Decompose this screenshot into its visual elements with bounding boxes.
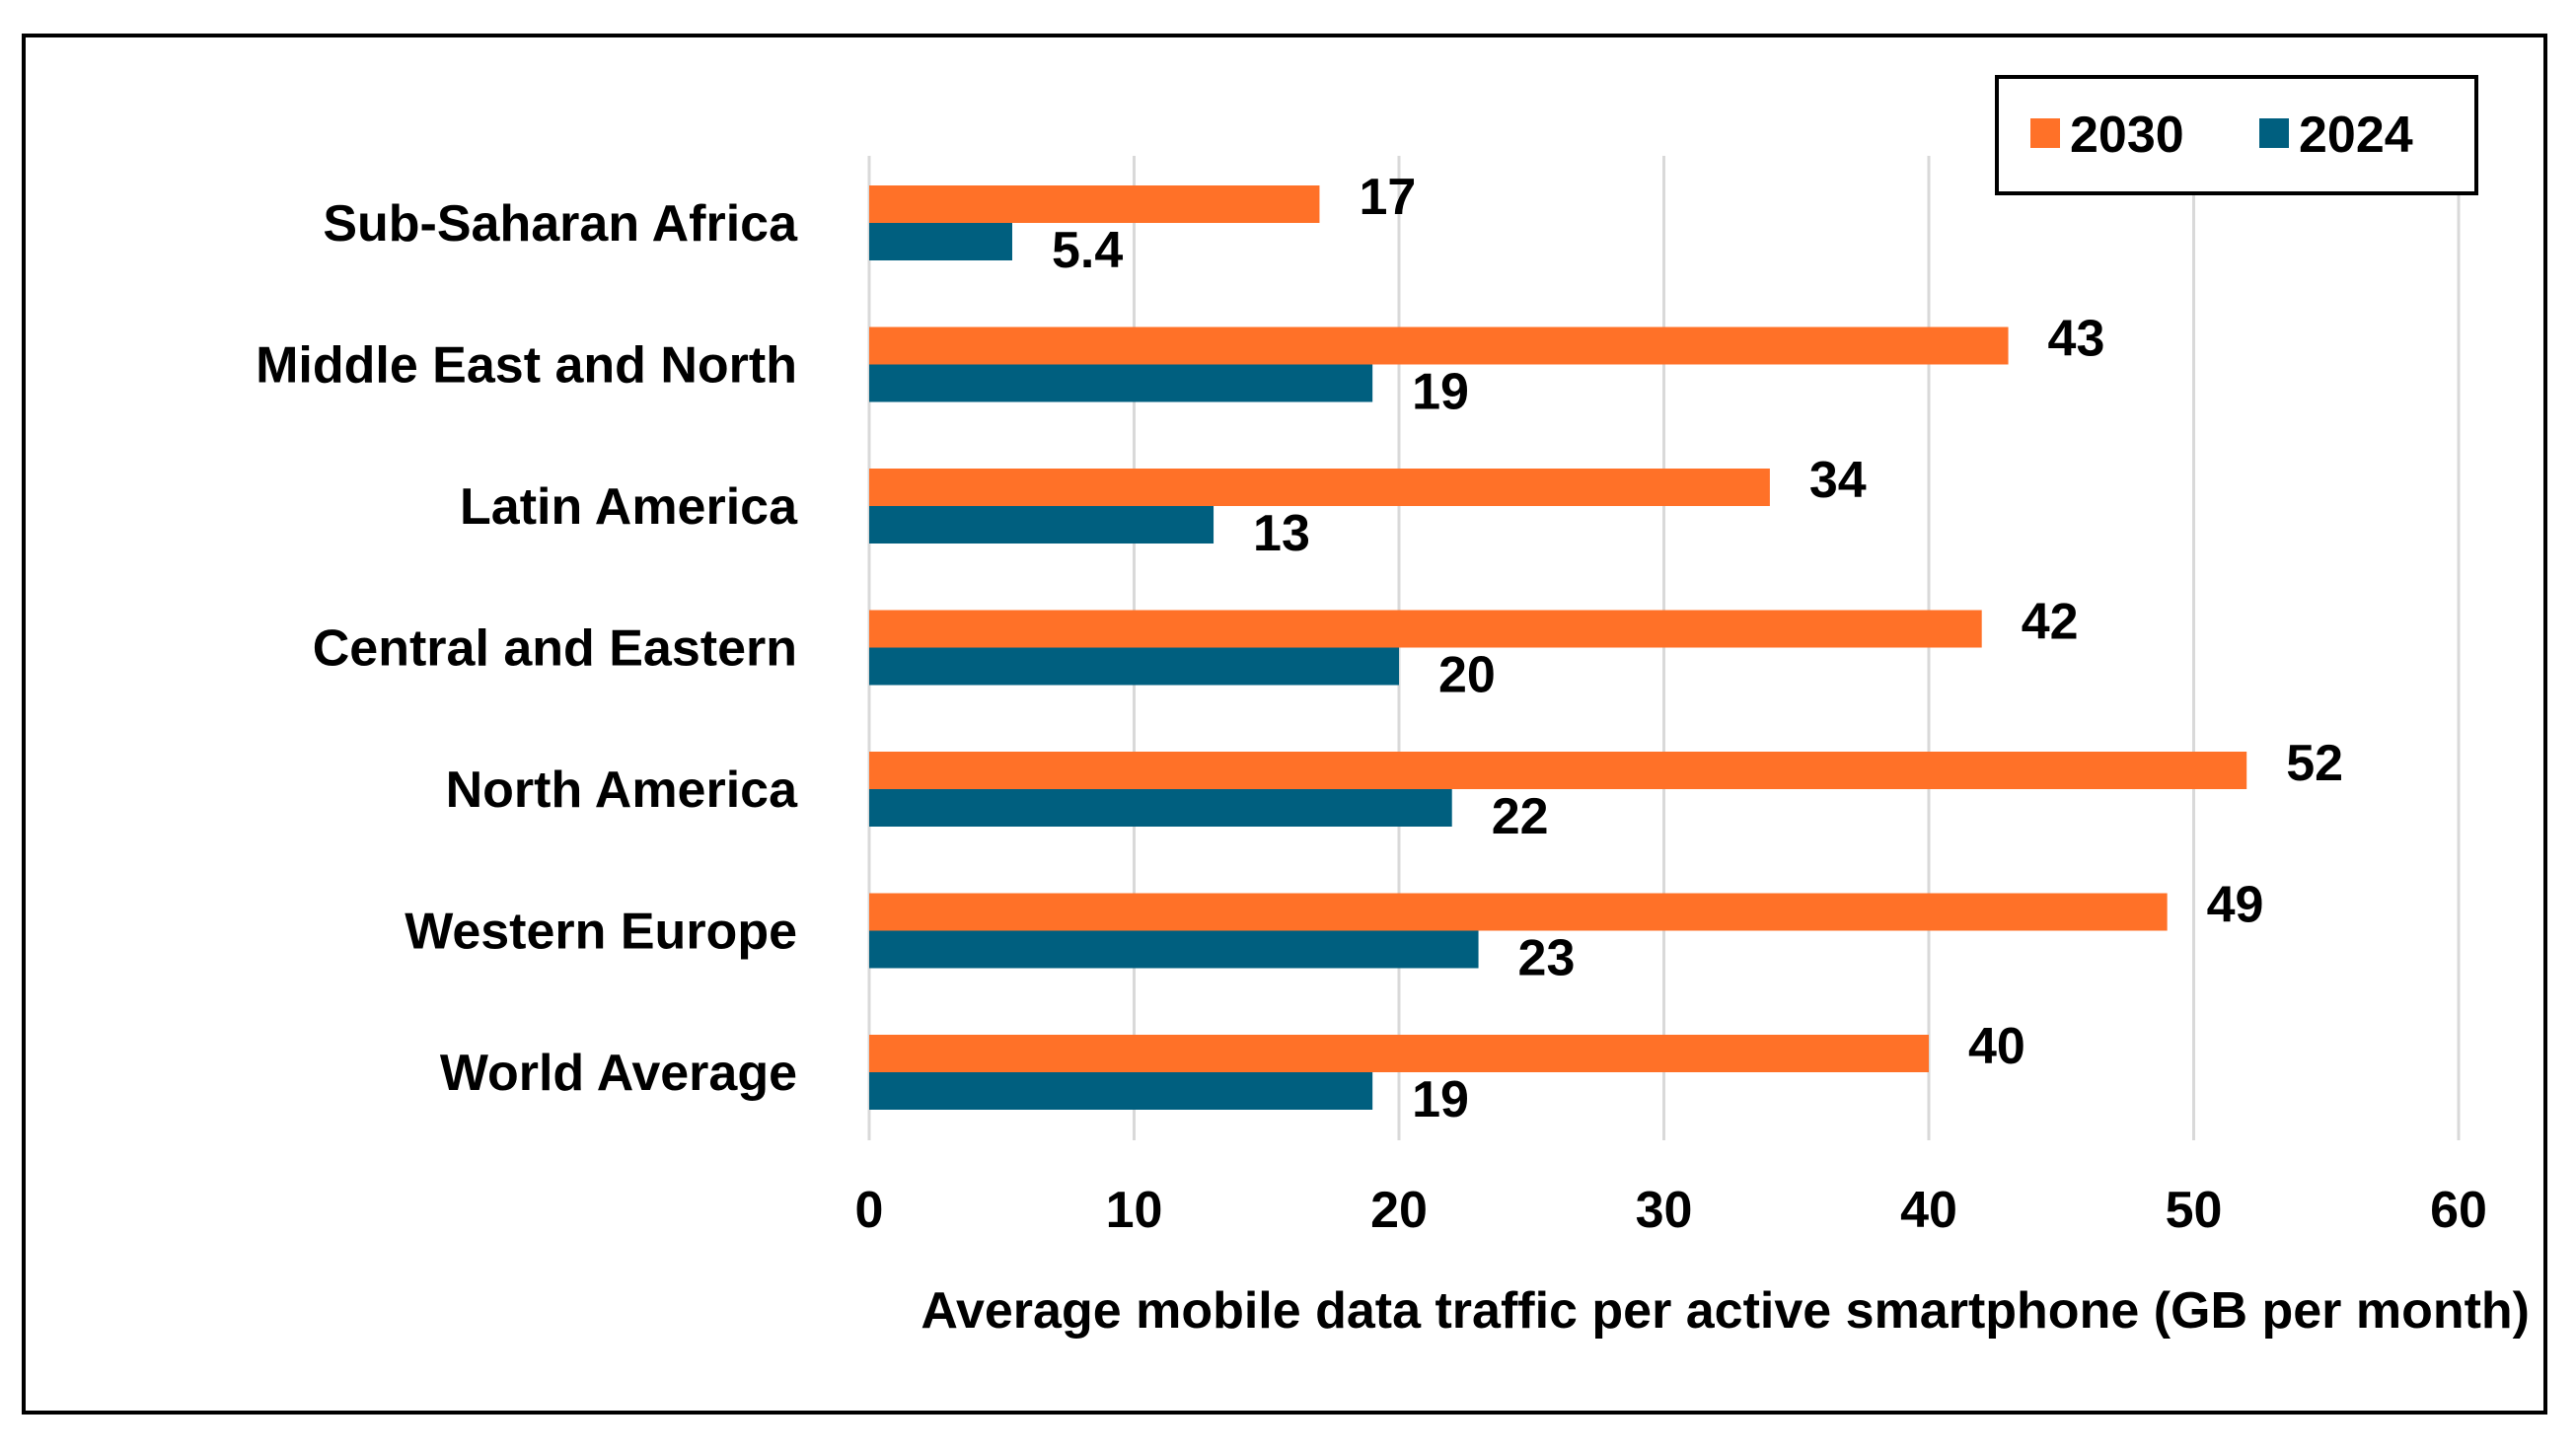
bar-2030 [869,327,2009,365]
category-label: Middle East and North [256,337,797,395]
legend-box [1995,75,2478,195]
bar-2030 [869,469,1770,506]
bar-2024 [869,506,1214,544]
data-label-2024: 20 [1438,647,1496,704]
bar-2024 [869,930,1479,969]
x-tick-labels: 0 10 20 30 40 50 60 [855,1182,2487,1239]
legend-swatch-2024 [2259,118,2289,148]
chart-frame: 17 5.4 43 19 34 13 42 20 52 22 49 23 40 19 Sub-Sahara… [22,34,2547,1415]
data-label-2030: 49 [2207,877,2264,934]
bar-2030 [869,610,1982,648]
data-label-2024: 23 [1518,930,1576,987]
bar-2024 [869,364,1373,402]
legend-label-2024: 2024 [2299,107,2413,164]
category-label: World Average [440,1045,797,1102]
data-label-2030: 34 [1809,452,1867,509]
bar-2030 [869,893,2168,931]
bar-2030 [869,752,2247,789]
bar-2024 [869,647,1399,686]
data-label-2024: 19 [1412,364,1469,421]
data-label-2024: 22 [1492,788,1549,845]
data-label-2024: 5.4 [1052,222,1123,279]
bar-2024 [869,1072,1373,1110]
bar-2024 [869,223,1012,260]
data-label-2030: 40 [1968,1018,2025,1075]
x-tick-label: 30 [1636,1182,1693,1239]
x-axis-title: Average mobile data traffic per active s… [920,1282,2530,1340]
bar-2030 [869,1035,1929,1072]
x-tick-label: 60 [2430,1182,2487,1239]
data-label-2024: 19 [1412,1071,1469,1128]
category-labels: Sub-Saharan Africa Middle East and North L… [256,195,798,1102]
legend-swatch-2030 [2030,118,2060,148]
data-label-2030: 43 [2048,311,2105,368]
data-label-2030: 17 [1359,169,1416,226]
data-label-2030: 42 [2022,594,2079,651]
data-label-2030: 52 [2286,735,2343,792]
category-label: Central and Eastern [313,620,797,678]
category-label: Western Europe [405,904,797,961]
bar-2024 [869,789,1452,827]
data-label-2024: 13 [1253,505,1310,562]
bar-2030 [869,185,1320,223]
x-tick-label: 50 [2166,1182,2223,1239]
x-tick-label: 40 [1900,1182,1957,1239]
x-tick-label: 20 [1370,1182,1428,1239]
category-label: North America [446,762,798,819]
x-tick-label: 0 [855,1182,884,1239]
legend: 2030 2024 [1995,75,2478,195]
legend-label-2030: 2030 [2070,107,2184,164]
x-tick-label: 10 [1106,1182,1163,1239]
bars: 17 5.4 43 19 34 13 42 20 52 22 49 23 40 19 [869,169,2343,1128]
bar-chart: 17 5.4 43 19 34 13 42 20 52 22 49 23 40 19 Sub-Sahara… [256,75,2530,1340]
category-label: Latin America [460,478,798,536]
category-label: Sub-Saharan Africa [323,195,798,253]
